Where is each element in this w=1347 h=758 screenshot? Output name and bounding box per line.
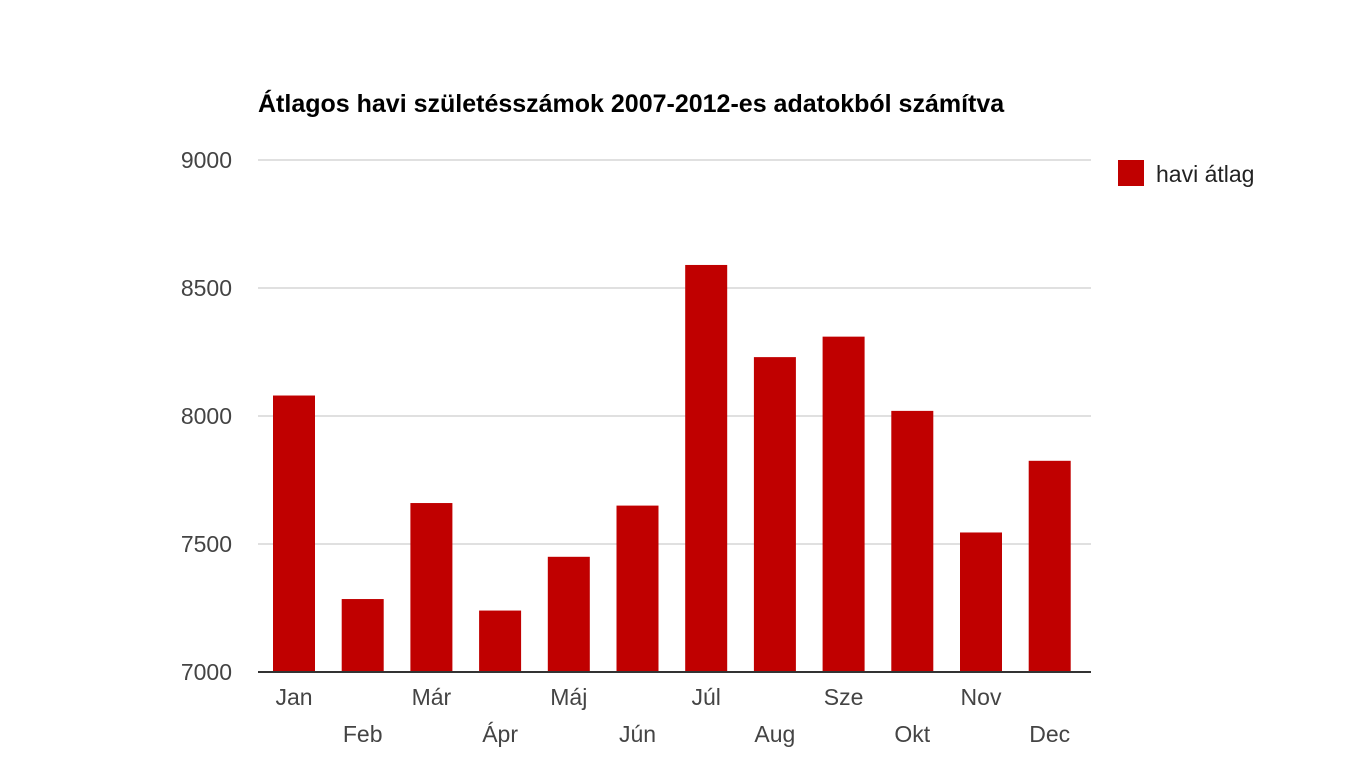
x-tick-label: Feb xyxy=(343,721,383,747)
bar-9 xyxy=(891,410,934,672)
x-tick-label: Jún xyxy=(619,721,656,747)
legend-label: havi átlag xyxy=(1156,161,1254,187)
x-tick-label: Ápr xyxy=(482,721,518,747)
bar-4 xyxy=(547,556,590,672)
bar-3 xyxy=(479,610,522,672)
x-tick-label: Nov xyxy=(961,684,1002,710)
y-tick-label: 8500 xyxy=(181,275,232,301)
bars xyxy=(273,264,1071,672)
x-tick-label: Aug xyxy=(754,721,795,747)
bar-6 xyxy=(685,264,728,672)
bar-8 xyxy=(822,336,865,672)
bar-1 xyxy=(341,599,384,672)
y-tick-label: 9000 xyxy=(181,147,232,173)
y-axis-ticks: 7000 7500 8000 8500 9000 xyxy=(181,147,232,685)
y-tick-label: 7000 xyxy=(181,659,232,685)
x-tick-label: Dec xyxy=(1029,721,1070,747)
legend: havi átlag xyxy=(1118,160,1254,187)
bar-2 xyxy=(410,503,453,672)
bar-5 xyxy=(616,505,659,672)
x-tick-label: Már xyxy=(412,684,452,710)
bar-11 xyxy=(1028,460,1071,672)
x-tick-label: Jan xyxy=(275,684,312,710)
x-tick-label: Sze xyxy=(824,684,864,710)
bar-7 xyxy=(753,357,796,672)
bar-0 xyxy=(273,395,315,672)
x-tick-label: Okt xyxy=(894,721,930,747)
y-tick-label: 7500 xyxy=(181,531,232,557)
x-axis-labels: Jan Feb Már Ápr Máj Jún Júl Aug Sze Okt Nov Dec xyxy=(275,684,1070,747)
bar-10 xyxy=(960,532,1002,672)
x-tick-label: Máj xyxy=(550,684,587,710)
legend-swatch xyxy=(1118,160,1144,186)
chart-title: Átlagos havi születésszámok 2007-2012-es… xyxy=(258,89,1005,118)
gridlines xyxy=(258,159,1091,545)
y-tick-label: 8000 xyxy=(181,403,232,429)
x-tick-label: Júl xyxy=(691,684,720,710)
